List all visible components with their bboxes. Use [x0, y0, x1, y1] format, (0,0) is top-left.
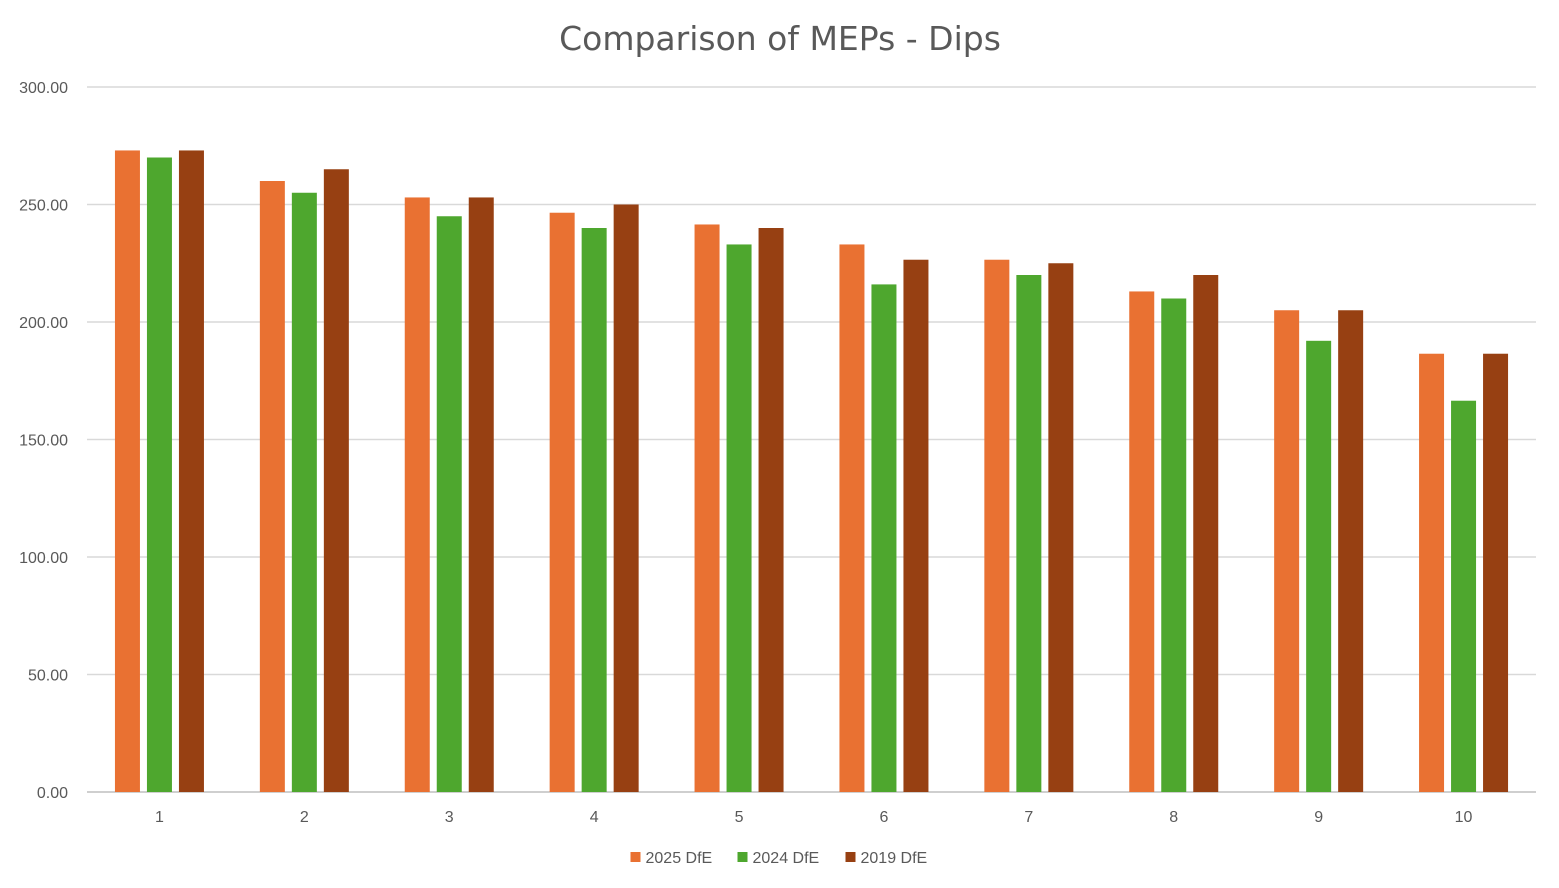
- legend-label: 2019 DfE: [861, 850, 928, 867]
- bar-2019-dfe-7: [1048, 263, 1074, 792]
- y-tick-label: 50.00: [28, 668, 68, 685]
- bar-2019-dfe-9: [1338, 310, 1364, 792]
- bar-2025-dfe-1: [114, 150, 140, 792]
- y-axis-ticks: 0.00 50.00 100.00 150.00 200.00 250.00 300.00: [19, 80, 68, 802]
- bar-2024-dfe-3: [436, 216, 462, 792]
- bar-2025-dfe-7: [984, 259, 1010, 793]
- bar-2019-dfe-3: [468, 197, 494, 792]
- legend-label: 2025 DfE: [646, 850, 713, 867]
- bar-2024-dfe-9: [1306, 340, 1332, 792]
- bar-2019-dfe-10: [1483, 353, 1509, 792]
- x-tick-label: 1: [155, 809, 164, 826]
- bar-2019-dfe-1: [178, 150, 204, 792]
- legend-swatch: [845, 852, 856, 862]
- y-tick-label: 250.00: [19, 198, 68, 215]
- x-axis-ticks: 1 2 3 4 5 6 7 8 9 10: [155, 809, 1473, 826]
- bar-2024-dfe-7: [1016, 275, 1042, 792]
- x-tick-label: 6: [879, 809, 888, 826]
- bar-2019-dfe-8: [1193, 275, 1219, 792]
- bar-2019-dfe-4: [613, 204, 639, 792]
- y-tick-label: 300.00: [19, 80, 68, 97]
- bar-2025-dfe-3: [404, 197, 430, 792]
- x-tick-label: 10: [1455, 809, 1473, 826]
- bar-2025-dfe-9: [1274, 310, 1300, 792]
- y-tick-label: 0.00: [37, 785, 68, 802]
- x-tick-label: 8: [1169, 809, 1178, 826]
- x-tick-label: 2: [300, 809, 309, 826]
- bar-2024-dfe-10: [1451, 400, 1477, 792]
- bar-2024-dfe-1: [146, 157, 172, 792]
- legend-label: 2024 DfE: [753, 850, 820, 867]
- bar-2019-dfe-6: [903, 259, 929, 793]
- x-tick-label: 3: [445, 809, 454, 826]
- x-tick-label: 7: [1024, 809, 1033, 826]
- y-tick-label: 150.00: [19, 433, 68, 450]
- bar-2024-dfe-6: [871, 284, 897, 792]
- bar-2024-dfe-8: [1161, 298, 1187, 792]
- y-tick-label: 200.00: [19, 315, 68, 332]
- legend-swatch: [737, 852, 748, 862]
- bar-2024-dfe-2: [291, 192, 317, 792]
- bar-2025-dfe-2: [259, 181, 285, 792]
- legend: 2025 DfE 2024 DfE 2019 DfE: [630, 850, 928, 867]
- bar-2025-dfe-10: [1419, 353, 1445, 792]
- x-tick-label: 4: [590, 809, 599, 826]
- y-tick-label: 100.00: [19, 550, 68, 567]
- bars: [114, 150, 1509, 793]
- x-tick-label: 5: [735, 809, 744, 826]
- bar-2024-dfe-5: [726, 244, 752, 792]
- x-tick-label: 9: [1314, 809, 1323, 826]
- bar-2024-dfe-4: [581, 228, 607, 792]
- bar-2025-dfe-6: [839, 244, 865, 792]
- bar-2019-dfe-2: [323, 169, 349, 792]
- bar-2025-dfe-8: [1129, 291, 1155, 792]
- bar-2019-dfe-5: [758, 228, 784, 792]
- bar-2025-dfe-4: [549, 212, 575, 793]
- bar-2025-dfe-5: [694, 224, 720, 793]
- legend-swatch: [630, 852, 641, 862]
- chart-title: Comparison of MEPs - Dips: [559, 19, 1001, 58]
